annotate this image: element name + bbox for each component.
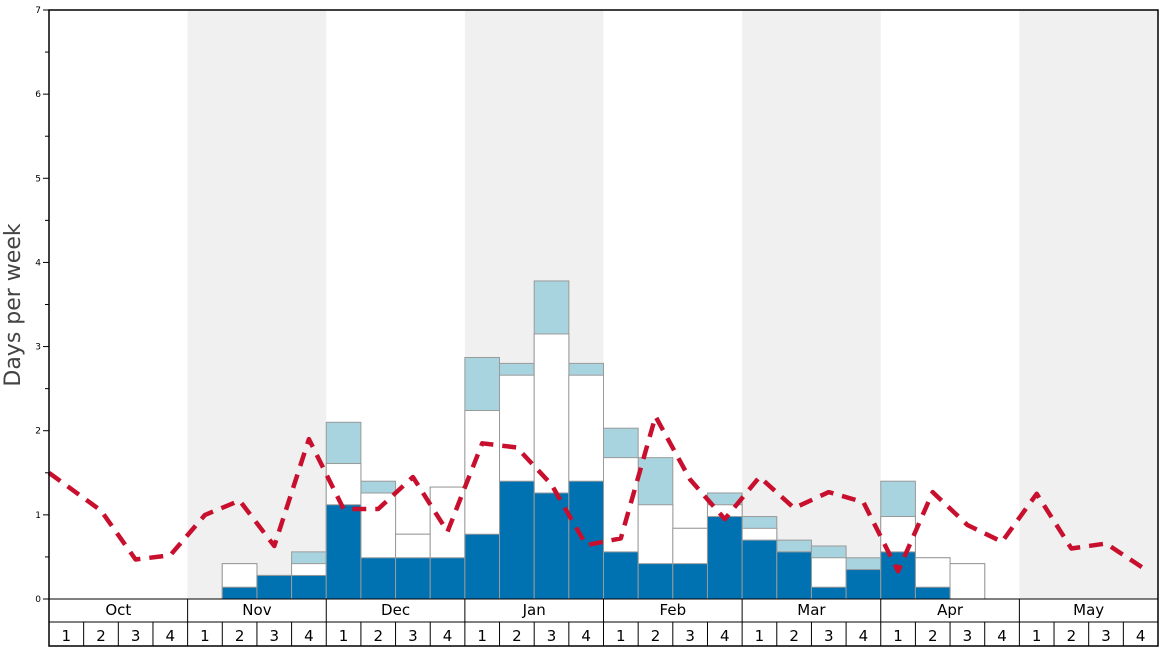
bar-series1-week-11 — [395, 557, 431, 600]
bar-series1-week-21 — [741, 539, 778, 600]
week-label-25: 1 — [893, 627, 903, 645]
bar-series1-week-8 — [291, 574, 327, 600]
week-label-23: 3 — [824, 627, 834, 645]
bar-series1-week-20 — [706, 516, 743, 600]
week-label-8: 4 — [304, 627, 314, 645]
week-label-2: 2 — [96, 627, 106, 645]
week-label-24: 4 — [859, 627, 869, 645]
week-label-12: 4 — [443, 627, 453, 645]
y-tick-label-1: 1 — [35, 511, 41, 521]
bar-series2-week-27 — [949, 563, 986, 600]
line-series — [47, 414, 1150, 574]
week-label-13: 1 — [477, 627, 487, 645]
bar-series1-week-17 — [603, 551, 639, 600]
bar-series1-week-23 — [810, 586, 847, 600]
bar-series1-week-26 — [914, 586, 951, 600]
month-label-mar: Mar — [797, 601, 826, 619]
week-label-29: 1 — [1032, 627, 1042, 645]
week-label-27: 3 — [963, 627, 973, 645]
month-label-oct: Oct — [105, 601, 131, 619]
week-label-22: 2 — [789, 627, 799, 645]
bar-series1-week-14 — [499, 480, 535, 600]
bar-series1-week-16 — [568, 480, 604, 600]
week-label-1: 1 — [62, 627, 72, 645]
bar-series1-week-9 — [325, 504, 362, 600]
month-label-apr: Apr — [937, 601, 964, 619]
week-label-19: 3 — [685, 627, 695, 645]
month-label-jan: Jan — [522, 601, 546, 619]
y-tick-label-6: 6 — [35, 90, 41, 100]
week-label-17: 1 — [616, 627, 626, 645]
y-tick-label-4: 4 — [35, 258, 41, 268]
y-axis-label: Days per week — [1, 223, 26, 386]
month-label-feb: Feb — [660, 601, 687, 619]
bar-series1-week-18 — [637, 563, 674, 600]
week-label-18: 2 — [651, 627, 661, 645]
week-label-6: 2 — [235, 627, 245, 645]
month-shade-nov — [187, 10, 327, 599]
week-label-26: 2 — [928, 627, 938, 645]
week-label-11: 3 — [408, 627, 418, 645]
bar-series1-week-22 — [776, 551, 812, 600]
week-label-10: 2 — [373, 627, 383, 645]
bar-series1-week-24 — [845, 569, 882, 600]
y-tick-label-0: 0 — [35, 595, 41, 605]
week-label-7: 3 — [269, 627, 279, 645]
bar-series1-week-19 — [672, 563, 708, 600]
bar-series1-week-7 — [256, 574, 293, 600]
bar-series1-week-25 — [880, 551, 916, 600]
bar-series1-week-6 — [221, 586, 258, 600]
month-shade-mar — [742, 10, 881, 599]
y-tick-label-7: 7 — [35, 6, 41, 16]
y-tick-label-5: 5 — [35, 174, 41, 184]
week-label-28: 4 — [997, 627, 1007, 645]
week-label-4: 4 — [166, 627, 176, 645]
week-label-31: 3 — [1101, 627, 1111, 645]
week-label-21: 1 — [755, 627, 765, 645]
month-shade-may — [1019, 10, 1158, 599]
week-label-3: 3 — [131, 627, 141, 645]
month-label-may: May — [1073, 601, 1104, 619]
week-label-15: 3 — [547, 627, 557, 645]
bar-series1-week-10 — [360, 557, 397, 600]
y-tick-label-3: 3 — [35, 343, 41, 353]
week-label-30: 2 — [1067, 627, 1077, 645]
week-label-20: 4 — [720, 627, 730, 645]
week-label-16: 4 — [581, 627, 591, 645]
month-label-dec: Dec — [381, 601, 410, 619]
week-label-9: 1 — [339, 627, 349, 645]
week-label-14: 2 — [512, 627, 522, 645]
month-label-nov: Nov — [242, 601, 271, 619]
week-label-32: 4 — [1136, 627, 1146, 645]
y-tick-label-2: 2 — [35, 427, 41, 437]
bar-series1-week-12 — [429, 557, 466, 600]
week-label-5: 1 — [200, 627, 210, 645]
bar-series1-week-13 — [464, 533, 501, 600]
